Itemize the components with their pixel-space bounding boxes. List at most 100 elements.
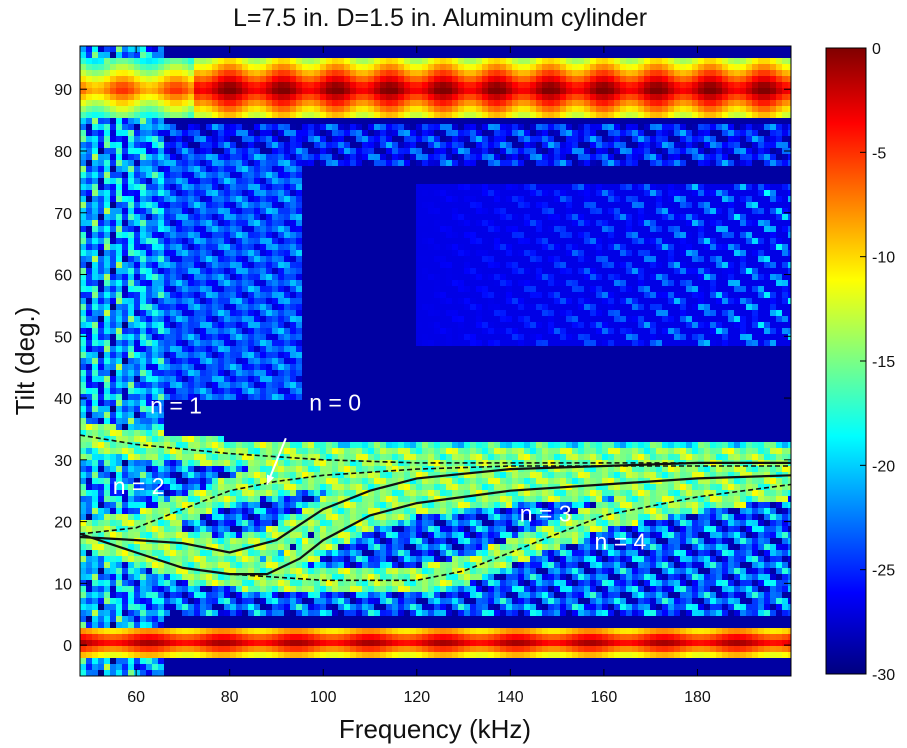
heatmap-cell <box>524 220 531 227</box>
heatmap-cell <box>716 124 723 131</box>
heatmap-cell <box>332 190 339 197</box>
heatmap-cell <box>272 256 279 263</box>
heatmap-cell <box>284 238 291 245</box>
heatmap-cell <box>278 208 285 215</box>
heatmap-cell <box>158 88 165 95</box>
heatmap-cell <box>494 112 501 119</box>
heatmap-cell <box>188 196 195 203</box>
heatmap-cell <box>656 268 663 275</box>
heatmap-cell <box>674 286 681 293</box>
heatmap-cell <box>110 106 117 113</box>
heatmap-cell <box>716 70 723 77</box>
heatmap-cell <box>500 274 507 281</box>
heatmap-cell <box>260 118 267 125</box>
heatmap-cell <box>314 148 321 155</box>
heatmap-cell <box>278 154 285 161</box>
heatmap-cell <box>224 232 231 239</box>
heatmap-cell <box>158 256 165 263</box>
heatmap-cell <box>740 88 747 95</box>
heatmap-cell <box>212 118 219 125</box>
heatmap-cell <box>446 292 453 299</box>
heatmap-cell <box>386 100 393 107</box>
heatmap-cell <box>128 262 135 269</box>
heatmap-cell <box>704 286 711 293</box>
heatmap-cell <box>98 88 105 95</box>
heatmap-cell <box>386 244 393 251</box>
heatmap-cell <box>566 64 573 71</box>
heatmap-cell <box>146 142 153 149</box>
heatmap-cell <box>530 208 537 215</box>
heatmap-cell <box>164 226 171 233</box>
heatmap-cell <box>440 226 447 233</box>
heatmap-cell <box>614 46 621 53</box>
heatmap-cell <box>260 184 267 191</box>
heatmap-cell <box>710 94 717 101</box>
heatmap-cell <box>98 124 105 131</box>
heatmap-cell <box>596 202 603 209</box>
heatmap-cell <box>614 166 621 173</box>
heatmap-cell <box>284 76 291 83</box>
heatmap-cell <box>476 166 483 173</box>
heatmap-cell <box>416 118 423 125</box>
heatmap-cell <box>524 208 531 215</box>
heatmap-cell <box>770 160 777 167</box>
heatmap-cell <box>788 214 791 221</box>
heatmap-cell <box>86 88 93 95</box>
heatmap-cell <box>602 112 609 119</box>
heatmap-cell <box>716 52 723 59</box>
heatmap-cell <box>728 250 735 257</box>
heatmap-cell <box>614 250 621 257</box>
heatmap-cell <box>548 292 555 299</box>
heatmap-cell <box>254 184 261 191</box>
heatmap-cell <box>386 172 393 179</box>
heatmap-cell <box>494 64 501 71</box>
heatmap-cell <box>770 172 777 179</box>
heatmap-cell <box>470 268 477 275</box>
heatmap-cell <box>782 94 789 101</box>
heatmap-cell <box>716 274 723 281</box>
heatmap-cell <box>428 58 435 65</box>
heatmap-cell <box>356 196 363 203</box>
heatmap-cell <box>374 118 381 125</box>
heatmap-cell <box>644 262 651 269</box>
heatmap-cell <box>470 238 477 245</box>
heatmap-cell <box>626 262 633 269</box>
heatmap-cell <box>392 208 399 215</box>
heatmap-cell <box>332 238 339 245</box>
heatmap-cell <box>668 274 675 281</box>
heatmap-cell <box>164 166 171 173</box>
heatmap-cell <box>770 214 777 221</box>
heatmap-cell <box>434 244 441 251</box>
heatmap-cell <box>92 154 99 161</box>
heatmap-cell <box>164 262 171 269</box>
heatmap-cell <box>392 190 399 197</box>
heatmap-cell <box>182 256 189 263</box>
heatmap-cell <box>326 148 333 155</box>
heatmap-cell <box>452 154 459 161</box>
heatmap-cell <box>620 106 627 113</box>
heatmap-cell <box>542 226 549 233</box>
heatmap-cell <box>548 268 555 275</box>
heatmap-cell <box>152 160 159 167</box>
heatmap-cell <box>692 250 699 257</box>
heatmap-cell <box>200 160 207 167</box>
heatmap-cell <box>362 184 369 191</box>
heatmap-cell <box>584 268 591 275</box>
heatmap-cell <box>152 88 159 95</box>
heatmap-cell <box>698 256 705 263</box>
heatmap-cell <box>98 76 105 83</box>
heatmap-cell <box>416 154 423 161</box>
heatmap-cell <box>554 226 561 233</box>
heatmap-cell <box>764 208 771 215</box>
heatmap-cell <box>146 160 153 167</box>
heatmap-cell <box>392 64 399 71</box>
heatmap-cell <box>266 124 273 131</box>
heatmap-cell <box>224 268 231 275</box>
heatmap-cell <box>722 280 729 287</box>
heatmap-cell <box>584 238 591 245</box>
heatmap-cell <box>560 52 567 59</box>
heatmap-cell <box>170 280 177 287</box>
heatmap-cell <box>200 94 207 101</box>
heatmap-cell <box>332 268 339 275</box>
heatmap-cell <box>494 142 501 149</box>
